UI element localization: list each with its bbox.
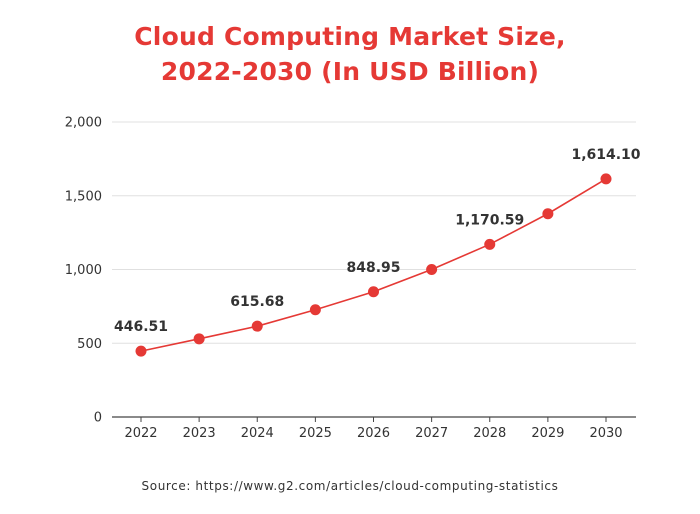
y-tick-label: 1,500 (65, 189, 102, 204)
x-tick-label: 2026 (357, 426, 390, 441)
data-point (426, 264, 438, 275)
x-tick-label: 2024 (241, 426, 274, 441)
x-tick-label: 2028 (473, 426, 506, 441)
data-point (600, 173, 612, 185)
x-tick-label: 2023 (183, 426, 216, 441)
data-label: 446.51 (114, 319, 168, 335)
chart-title-line-2: 2022-2030 (In USD Billion) (160, 57, 540, 86)
data-point (368, 286, 379, 298)
y-tick-label: 500 (77, 337, 102, 352)
data-label: 1,614.10 (571, 147, 640, 163)
data-label: 1,170.59 (455, 212, 524, 228)
x-tick-label: 2025 (299, 426, 332, 441)
y-tick-label: 1,000 (65, 263, 102, 278)
data-label: 615.68 (230, 294, 284, 310)
x-tick-label: 2027 (415, 426, 448, 441)
data-point (251, 320, 263, 332)
data-point (309, 304, 321, 316)
data-point (542, 208, 554, 220)
x-tick-label: 2030 (589, 426, 622, 441)
source-note: Source: https://www.g2.com/articles/clou… (141, 479, 559, 493)
y-tick-label: 2,000 (65, 116, 102, 131)
x-tick-label: 2022 (124, 426, 157, 441)
x-tick-label: 2029 (531, 426, 564, 441)
data-point (193, 333, 205, 345)
data-label: 848.95 (346, 260, 400, 276)
chart-title-line-1: Cloud Computing Market Size, (134, 22, 566, 51)
data-point (484, 238, 496, 250)
y-tick-label: 0 (94, 411, 102, 426)
data-point (135, 345, 147, 357)
